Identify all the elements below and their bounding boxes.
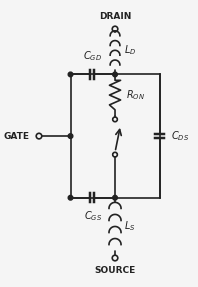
Circle shape — [68, 195, 73, 200]
Circle shape — [68, 72, 73, 77]
Text: $L_S$: $L_S$ — [124, 220, 136, 233]
Text: SOURCE: SOURCE — [94, 266, 136, 275]
Text: $C_{DS}$: $C_{DS}$ — [171, 129, 189, 143]
Text: $L_D$: $L_D$ — [124, 43, 137, 57]
Circle shape — [113, 195, 117, 200]
Text: $C_{GD}$: $C_{GD}$ — [83, 49, 102, 63]
Circle shape — [68, 134, 73, 138]
Text: GATE: GATE — [4, 131, 30, 141]
Circle shape — [113, 72, 117, 77]
Text: DRAIN: DRAIN — [99, 12, 131, 21]
Text: $C_{GS}$: $C_{GS}$ — [84, 209, 102, 223]
Text: $R_{ON}$: $R_{ON}$ — [126, 88, 145, 102]
